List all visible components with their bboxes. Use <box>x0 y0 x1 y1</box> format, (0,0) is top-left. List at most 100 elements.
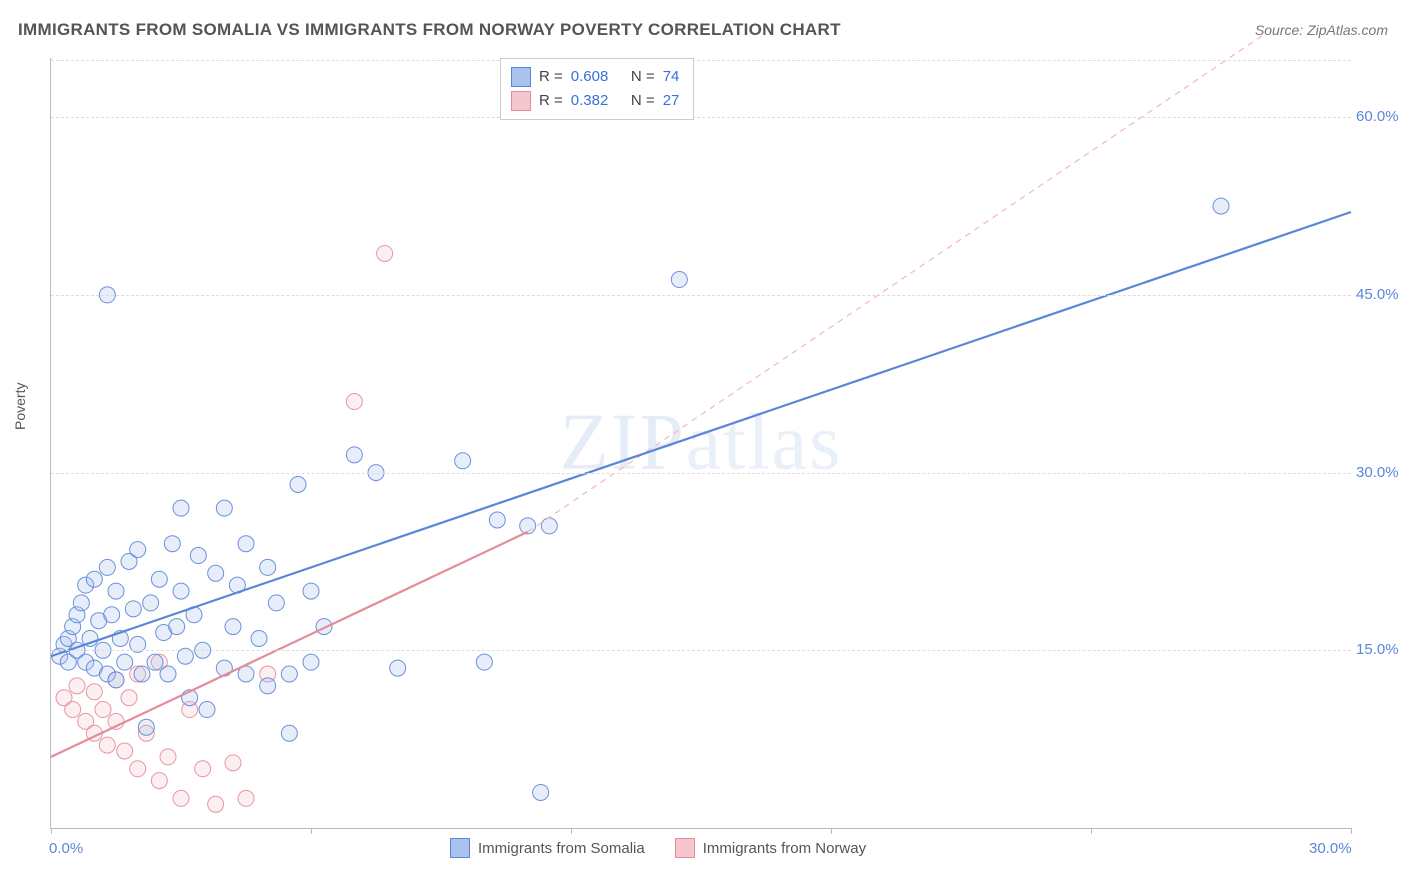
data-point <box>65 702 81 718</box>
data-point <box>151 571 167 587</box>
data-point <box>290 476 306 492</box>
data-point <box>489 512 505 528</box>
scatter-svg <box>51 58 1351 828</box>
y-tick-label: 45.0% <box>1356 286 1406 303</box>
data-point <box>160 666 176 682</box>
data-point <box>377 245 393 261</box>
data-point <box>173 583 189 599</box>
data-point <box>346 394 362 410</box>
data-point <box>108 583 124 599</box>
legend-item-somalia: Immigrants from Somalia <box>450 838 645 858</box>
data-point <box>99 559 115 575</box>
data-point <box>173 790 189 806</box>
legend-item-norway: Immigrants from Norway <box>675 838 866 858</box>
gridline <box>51 60 1351 61</box>
data-point <box>281 725 297 741</box>
data-point <box>130 542 146 558</box>
data-point <box>99 737 115 753</box>
gridline <box>51 295 1351 296</box>
legend-series: Immigrants from Somalia Immigrants from … <box>450 838 866 858</box>
x-tick <box>51 828 52 834</box>
data-point <box>281 666 297 682</box>
x-tick-label: 0.0% <box>49 840 83 857</box>
x-tick <box>1351 828 1352 834</box>
x-tick <box>1091 828 1092 834</box>
data-point <box>346 447 362 463</box>
data-point <box>134 666 150 682</box>
y-tick-label: 15.0% <box>1356 641 1406 658</box>
data-point <box>69 678 85 694</box>
n-label: N = <box>627 65 655 89</box>
data-point <box>108 672 124 688</box>
chart-header: IMMIGRANTS FROM SOMALIA VS IMMIGRANTS FR… <box>18 20 1388 40</box>
data-point <box>86 684 102 700</box>
r-label: R = <box>539 89 563 113</box>
data-point <box>208 565 224 581</box>
data-point <box>208 796 224 812</box>
swatch-norway-2 <box>675 838 695 858</box>
data-point <box>238 790 254 806</box>
gridline <box>51 117 1351 118</box>
data-point <box>225 619 241 635</box>
data-point <box>533 784 549 800</box>
data-point <box>199 702 215 718</box>
legend-label-norway: Immigrants from Norway <box>703 840 866 857</box>
r-value-norway: 0.382 <box>571 89 619 113</box>
trend-line <box>51 212 1351 656</box>
y-tick-label: 30.0% <box>1356 464 1406 481</box>
data-point <box>121 690 137 706</box>
r-label: R = <box>539 65 563 89</box>
data-point <box>160 749 176 765</box>
data-point <box>151 773 167 789</box>
legend-row-norway: R = 0.382 N = 27 <box>511 89 679 113</box>
data-point <box>138 719 154 735</box>
data-point <box>1213 198 1229 214</box>
swatch-somalia-2 <box>450 838 470 858</box>
y-axis-label: Poverty <box>12 383 28 430</box>
data-point <box>225 755 241 771</box>
data-point <box>251 630 267 646</box>
data-point <box>164 536 180 552</box>
data-point <box>216 500 232 516</box>
plot-region: ZIPatlas 15.0%30.0%45.0%60.0%0.0%30.0% <box>50 58 1351 829</box>
data-point <box>117 743 133 759</box>
data-point <box>303 583 319 599</box>
data-point <box>260 678 276 694</box>
data-point <box>268 595 284 611</box>
data-point <box>125 601 141 617</box>
data-point <box>173 500 189 516</box>
x-tick <box>831 828 832 834</box>
data-point <box>147 654 163 670</box>
legend-row-somalia: R = 0.608 N = 74 <box>511 65 679 89</box>
swatch-norway <box>511 91 531 111</box>
chart-area: ZIPatlas 15.0%30.0%45.0%60.0%0.0%30.0% R… <box>50 58 1350 828</box>
legend-correlation-box: R = 0.608 N = 74 R = 0.382 N = 27 <box>500 58 694 120</box>
data-point <box>95 702 111 718</box>
data-point <box>86 571 102 587</box>
data-point <box>130 761 146 777</box>
swatch-somalia <box>511 67 531 87</box>
data-point <box>303 654 319 670</box>
data-point <box>190 548 206 564</box>
x-tick-label: 30.0% <box>1309 840 1352 857</box>
data-point <box>104 607 120 623</box>
legend-label-somalia: Immigrants from Somalia <box>478 840 645 857</box>
data-point <box>476 654 492 670</box>
data-point <box>73 595 89 611</box>
data-point <box>316 619 332 635</box>
n-label: N = <box>627 89 655 113</box>
data-point <box>455 453 471 469</box>
n-value-somalia: 74 <box>663 65 680 89</box>
x-tick <box>571 828 572 834</box>
data-point <box>671 272 687 288</box>
gridline <box>51 650 1351 651</box>
data-point <box>143 595 159 611</box>
data-point <box>260 559 276 575</box>
data-point <box>541 518 557 534</box>
data-point <box>390 660 406 676</box>
x-tick <box>311 828 312 834</box>
data-point <box>195 761 211 777</box>
data-point <box>169 619 185 635</box>
data-point <box>117 654 133 670</box>
gridline <box>51 473 1351 474</box>
